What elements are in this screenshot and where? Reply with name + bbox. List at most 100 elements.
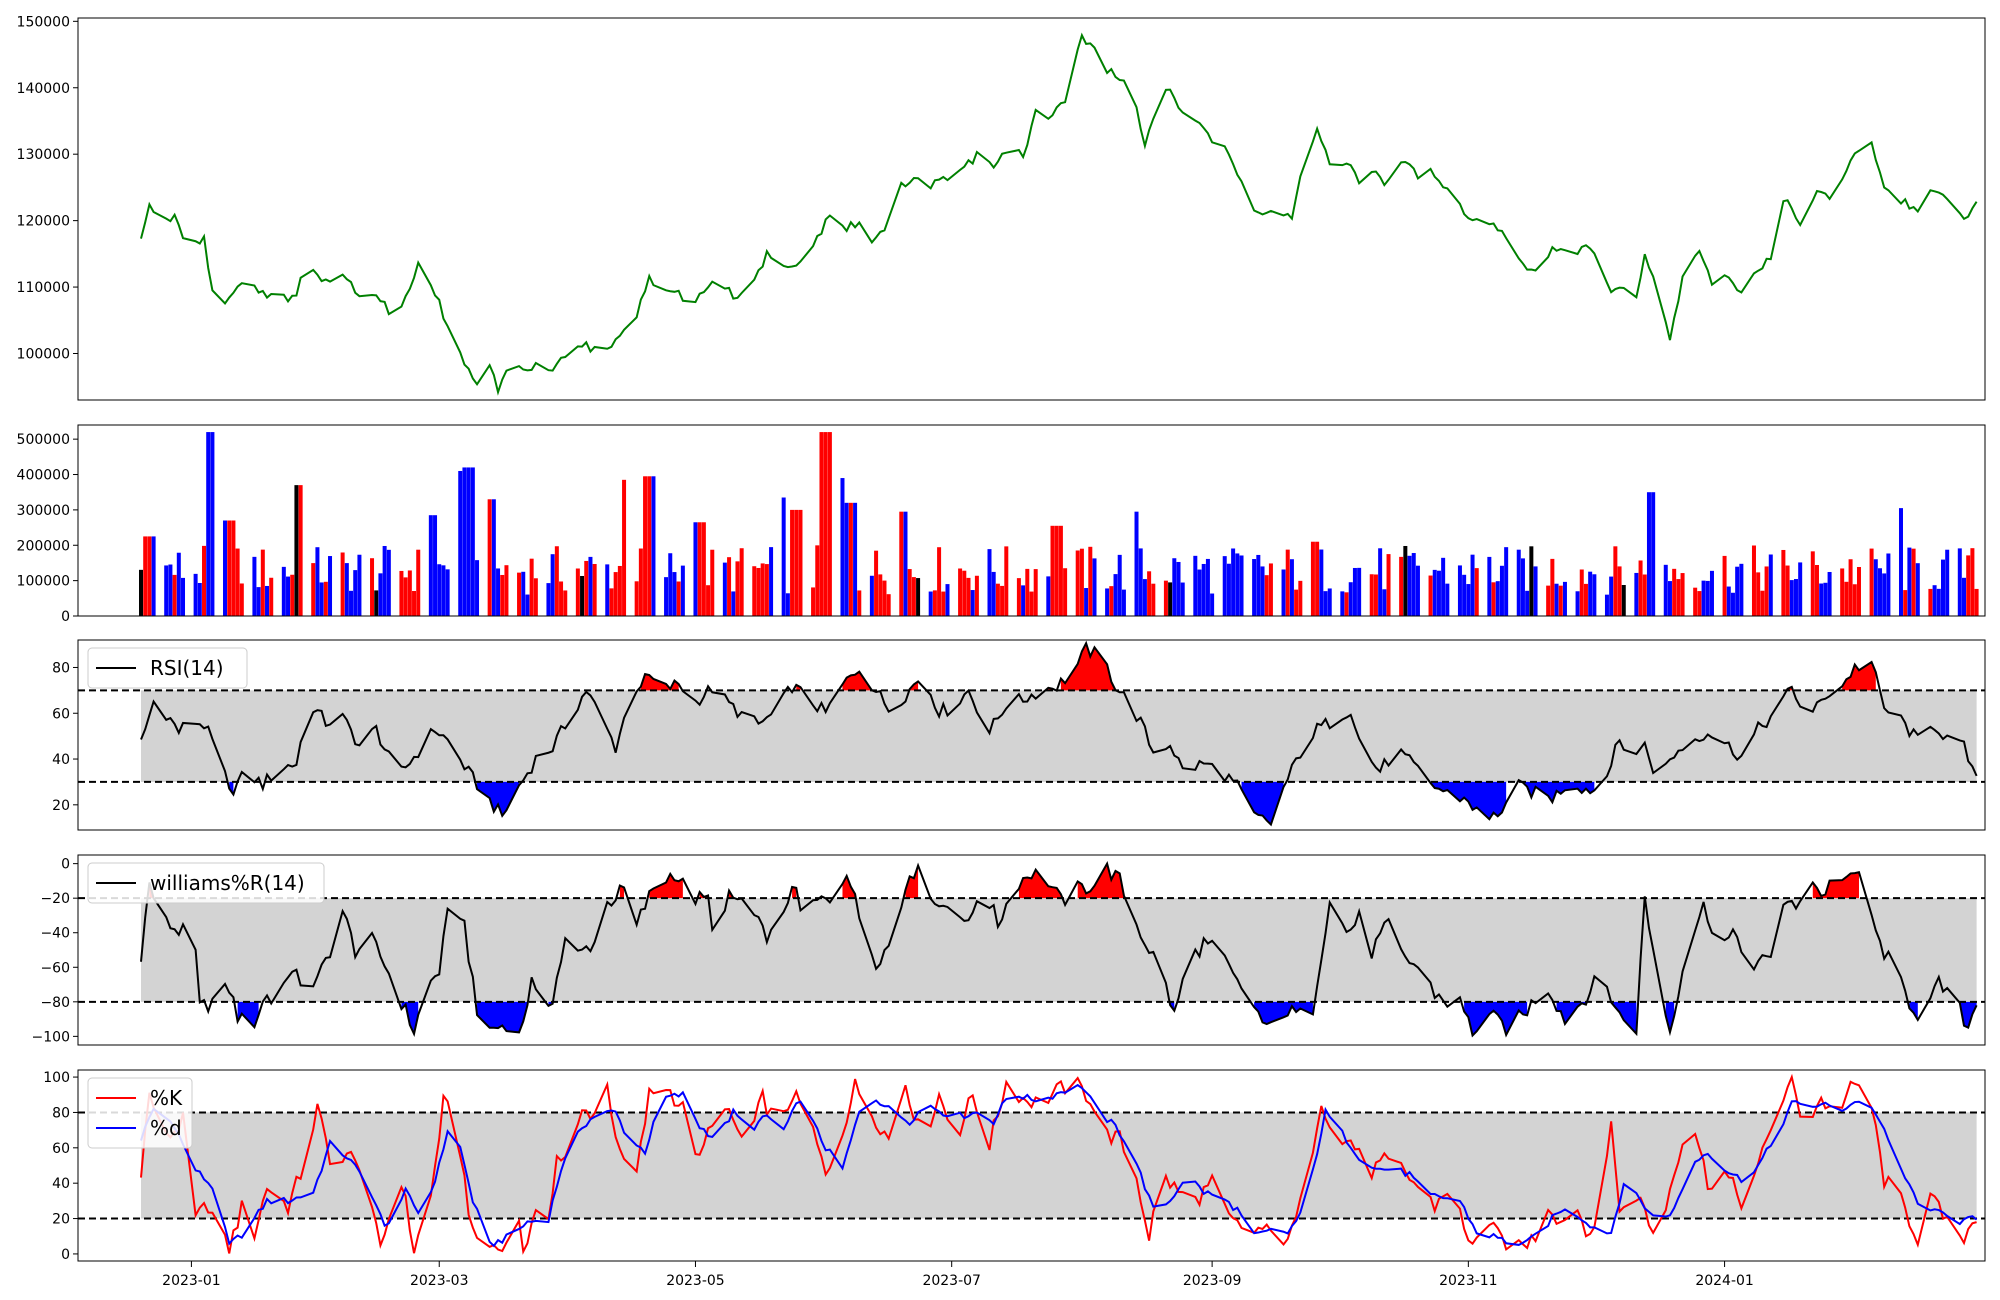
volume-bar: [1352, 567, 1357, 616]
volume-bar: [386, 549, 391, 616]
volume-bar: [1205, 558, 1210, 616]
volume-bar: [311, 563, 316, 616]
volume-bar: [1046, 576, 1051, 616]
volume-bar: [428, 515, 433, 616]
volume-bar: [1147, 571, 1152, 616]
volume-bar: [844, 502, 849, 616]
volume-bar: [1856, 567, 1861, 616]
volume-bar: [1369, 574, 1374, 616]
williams-frame: [77, 854, 1986, 1046]
volume-bar: [1378, 548, 1383, 616]
volume-bar: [252, 556, 257, 616]
volume-bar: [1722, 555, 1727, 616]
volume-bar: [500, 574, 505, 616]
volume-bar: [1231, 548, 1236, 616]
volume-bar: [1911, 548, 1916, 616]
volume-bar: [1840, 568, 1845, 616]
volume-bar: [1289, 559, 1294, 616]
volume-bar: [470, 467, 475, 616]
volume-bar: [899, 511, 904, 616]
volume-bar: [1705, 580, 1710, 616]
volume-bar: [1079, 548, 1084, 616]
volume-bar: [563, 590, 568, 616]
volume-bar: [1613, 546, 1618, 616]
volume-bar: [1529, 546, 1534, 616]
volume-bar: [1256, 554, 1261, 616]
rsi-overbought-fill: [1842, 662, 1876, 691]
volume-bar: [1239, 555, 1244, 616]
volume-bar: [1163, 580, 1168, 616]
volume-bar: [916, 578, 921, 616]
volume-bar: [412, 590, 417, 616]
volume-bar: [1180, 582, 1185, 616]
x-tick-label: 2023-01: [162, 1273, 221, 1289]
volume-bar: [1457, 565, 1462, 616]
volume-bar: [911, 577, 916, 616]
price-ytick-label: 130000: [17, 147, 70, 163]
volume-bar: [706, 585, 711, 616]
volume-bar: [1310, 541, 1315, 616]
volume-bar: [147, 536, 152, 616]
volume-bar: [1323, 591, 1328, 616]
volume-bar: [974, 575, 979, 616]
volume-bar: [958, 568, 963, 616]
volume-bar: [1264, 575, 1269, 616]
volume-bar: [206, 432, 211, 616]
volume-bar: [1642, 574, 1647, 616]
volume-bar: [353, 570, 358, 616]
volume-bar: [781, 497, 786, 616]
volume-bar: [1084, 588, 1089, 616]
volume-bar: [1004, 546, 1009, 616]
rsi-ytick-label: 60: [52, 706, 70, 722]
volume-bar: [382, 545, 387, 616]
volume-bar: [172, 574, 177, 616]
volume-bar: [1474, 568, 1479, 616]
volume-bar: [932, 590, 937, 616]
volume-bar: [609, 588, 614, 616]
volume-bar: [827, 432, 832, 616]
volume-bar: [903, 511, 908, 616]
volume-bar: [374, 590, 379, 616]
volume-bar: [1693, 587, 1698, 616]
volume-bar: [328, 556, 333, 616]
volume-bar: [344, 563, 349, 616]
rsi-legend-box: [87, 647, 248, 689]
volume-bar: [202, 545, 207, 616]
volume-bar: [638, 548, 643, 616]
volume-bar: [1399, 556, 1404, 616]
volume-bar: [874, 550, 879, 616]
volume-bar: [1579, 569, 1584, 616]
volume-bar: [1785, 565, 1790, 616]
volume-bar: [529, 558, 534, 616]
x-tick-label: 2023-09: [1183, 1273, 1242, 1289]
rsi-ytick-label: 20: [52, 798, 70, 814]
volume-bar: [1415, 565, 1420, 616]
volume-bar: [1848, 559, 1853, 616]
volume-bar: [1957, 548, 1962, 616]
volume-bar: [1315, 541, 1320, 616]
volume-bar: [592, 563, 597, 616]
volume-bar: [466, 467, 471, 616]
volume-bar: [1970, 548, 1975, 616]
rsi-frame: [77, 639, 1986, 831]
volume-bar: [143, 536, 148, 616]
volume-bar: [693, 522, 698, 616]
stochastic-legend-label: %K: [150, 1086, 183, 1110]
volume-bar: [1201, 563, 1206, 616]
volume-bar: [546, 583, 551, 616]
rsi-neutral-band: [141, 690, 1977, 782]
volume-bar: [1172, 558, 1177, 616]
volume-bar: [1915, 563, 1920, 616]
volume-bar: [1033, 569, 1038, 616]
volume-bar: [193, 573, 198, 616]
volume-bar: [1495, 581, 1500, 616]
volume-bar: [722, 562, 727, 616]
volume-bar: [857, 590, 862, 616]
stochastic-panel: 0 20 40 60 80 100 %K %d: [43, 1069, 1986, 1263]
volume-bar: [357, 554, 362, 616]
volume-bar: [760, 563, 765, 616]
rsi-line: [140, 640, 1978, 827]
volume-bar: [256, 587, 261, 616]
volume-bar: [1000, 585, 1005, 616]
volume-bar: [1726, 586, 1731, 616]
